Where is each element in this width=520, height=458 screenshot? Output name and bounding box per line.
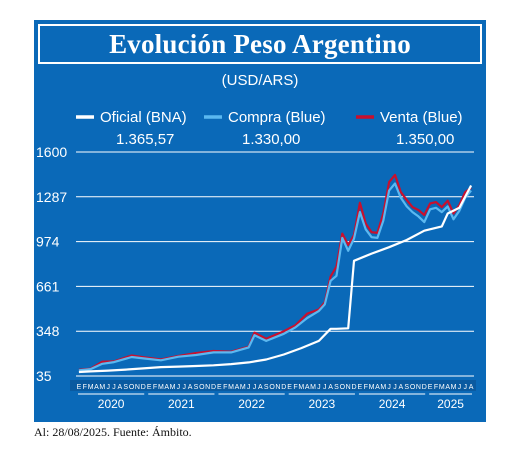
month-tick-label: A xyxy=(445,384,450,391)
month-tick-label: A xyxy=(164,384,169,391)
month-tick-label: E xyxy=(358,384,363,391)
year-label: 2021 xyxy=(168,397,195,411)
month-tick-label: M xyxy=(310,384,316,391)
month-tick-label: F xyxy=(434,384,438,391)
month-tick-label: E xyxy=(217,384,222,391)
month-tick-label: M xyxy=(439,384,445,391)
x-axis-band xyxy=(70,380,476,391)
year-label: 2024 xyxy=(379,397,406,411)
month-tick-label: S xyxy=(264,384,269,391)
month-tick-label: O xyxy=(340,384,346,391)
month-tick-label: A xyxy=(94,384,99,391)
month-tick-label: N xyxy=(275,384,280,391)
month-tick-label: M xyxy=(228,384,234,391)
y-tick-label: 35 xyxy=(36,368,52,384)
legend-label: Venta (Blue) xyxy=(380,109,463,126)
month-tick-label: D xyxy=(211,384,216,391)
month-tick-label: E xyxy=(147,384,152,391)
month-tick-label: A xyxy=(188,384,193,391)
year-label: 2023 xyxy=(308,397,335,411)
y-tick-label: 1287 xyxy=(36,189,67,205)
month-tick-label: F xyxy=(364,384,368,391)
month-tick-label: N xyxy=(205,384,210,391)
month-tick-label: M xyxy=(99,384,105,391)
legend-value: 1.365,57 xyxy=(116,131,174,148)
month-tick-label: A xyxy=(375,384,380,391)
month-tick-label: M xyxy=(240,384,246,391)
month-tick-label: A xyxy=(258,384,263,391)
month-tick-label: O xyxy=(199,384,205,391)
month-tick-label: M xyxy=(451,384,457,391)
year-label: 2025 xyxy=(437,397,464,411)
legend-value: 1.330,00 xyxy=(242,131,300,148)
month-tick-label: N xyxy=(135,384,140,391)
month-tick-label: J xyxy=(323,384,327,391)
month-tick-label: D xyxy=(141,384,146,391)
year-label: 2020 xyxy=(98,397,125,411)
legend-value: 1.350,00 xyxy=(396,131,454,148)
series-line-oficial-bna xyxy=(78,184,473,374)
month-tick-label: N xyxy=(416,384,421,391)
month-tick-label: A xyxy=(118,384,123,391)
month-tick-label: D xyxy=(281,384,286,391)
month-tick-label: A xyxy=(328,384,333,391)
month-tick-label: D xyxy=(422,384,427,391)
month-tick-label: J xyxy=(177,384,181,391)
series-line-compra-blue xyxy=(78,182,472,372)
chart-frame: Evolución Peso Argentino (USD/ARS) 35 348… xyxy=(34,20,486,422)
month-tick-label: J xyxy=(387,384,391,391)
month-tick-label: J xyxy=(247,384,251,391)
source-footer: Al: 28/08/2025. Fuente: Ámbito. xyxy=(34,425,192,439)
month-tick-label: N xyxy=(346,384,351,391)
month-tick-label: J xyxy=(317,384,321,391)
month-tick-label: F xyxy=(83,384,87,391)
month-tick-label: M xyxy=(369,384,375,391)
month-tick-label: A xyxy=(399,384,404,391)
legend-label: Oficial (BNA) xyxy=(100,109,187,126)
month-tick-label: F xyxy=(223,384,227,391)
chart-subtitle: (USD/ARS) xyxy=(221,72,299,89)
month-tick-label: J xyxy=(183,384,187,391)
month-tick-label: A xyxy=(235,384,240,391)
month-tick-label: E xyxy=(428,384,433,391)
y-tick-label: 348 xyxy=(36,323,60,339)
legend-label: Compra (Blue) xyxy=(228,109,326,126)
y-tick-label: 1600 xyxy=(36,144,67,160)
month-tick-label: J xyxy=(463,384,467,391)
title-box: Evolución Peso Argentino xyxy=(38,24,482,64)
month-tick-label: E xyxy=(287,384,292,391)
month-tick-label: S xyxy=(123,384,128,391)
month-tick-label: A xyxy=(469,384,474,391)
month-tick-label: J xyxy=(253,384,257,391)
month-tick-label: O xyxy=(269,384,275,391)
chart-title: Evolución Peso Argentino xyxy=(109,28,411,59)
y-tick-label: 661 xyxy=(36,278,60,294)
y-tick-label: 974 xyxy=(36,234,60,250)
month-tick-label: A xyxy=(305,384,310,391)
month-tick-label: D xyxy=(351,384,356,391)
month-tick-label: F xyxy=(293,384,297,391)
month-tick-label: F xyxy=(153,384,157,391)
month-tick-label: E xyxy=(77,384,82,391)
month-tick-label: O xyxy=(129,384,135,391)
month-tick-label: J xyxy=(458,384,462,391)
month-tick-label: M xyxy=(170,384,176,391)
month-tick-label: M xyxy=(380,384,386,391)
month-tick-label: J xyxy=(393,384,397,391)
month-tick-label: J xyxy=(112,384,116,391)
month-tick-label: M xyxy=(298,384,304,391)
year-label: 2022 xyxy=(238,397,265,411)
series-line-venta-blue xyxy=(78,173,472,371)
month-tick-label: J xyxy=(106,384,110,391)
month-tick-label: S xyxy=(334,384,339,391)
month-tick-label: M xyxy=(88,384,94,391)
month-tick-label: S xyxy=(404,384,409,391)
month-tick-label: M xyxy=(158,384,164,391)
month-tick-label: S xyxy=(194,384,199,391)
month-tick-label: O xyxy=(410,384,416,391)
